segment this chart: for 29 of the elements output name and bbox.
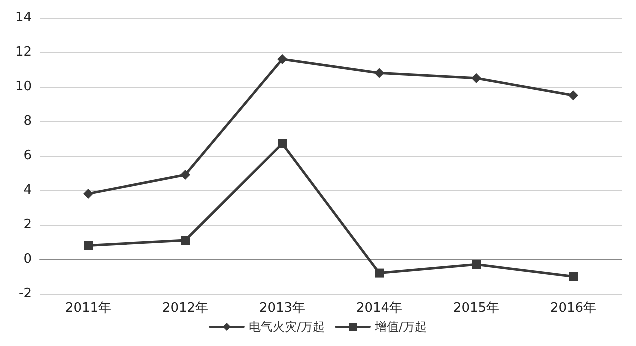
point	[472, 260, 481, 270]
point	[568, 90, 578, 101]
point	[472, 73, 482, 84]
legend-label: 增值/万起	[374, 320, 428, 334]
x-tick-label: 2012年	[162, 301, 209, 316]
y-tick-label: 4	[24, 183, 32, 198]
point	[278, 54, 288, 64]
point	[84, 241, 93, 250]
y-tick-label: 10	[15, 80, 32, 94]
x-tick-label: 2014年	[356, 301, 403, 316]
x-tick-label: 2016年	[550, 301, 597, 316]
legend-label: 电气火灾/万起	[248, 320, 326, 334]
point	[569, 272, 578, 282]
y-tick-label: 0	[24, 252, 32, 267]
x-tick-label: 2011年	[65, 301, 112, 316]
y-tick-label: 2	[24, 218, 32, 232]
y-tick-label: 12	[15, 45, 32, 60]
y-tick-label: 6	[24, 148, 32, 164]
point	[374, 68, 384, 78]
point	[375, 268, 384, 278]
x-tick-label: 2013年	[259, 301, 306, 316]
point	[181, 236, 190, 246]
point	[84, 188, 94, 199]
x-tick-label: 2015年	[453, 301, 500, 316]
point	[180, 170, 190, 180]
y-tick-label: 14	[15, 10, 32, 26]
y-tick-label: -2	[19, 286, 32, 302]
point	[278, 139, 287, 148]
y-tick-label: 8	[24, 114, 32, 129]
